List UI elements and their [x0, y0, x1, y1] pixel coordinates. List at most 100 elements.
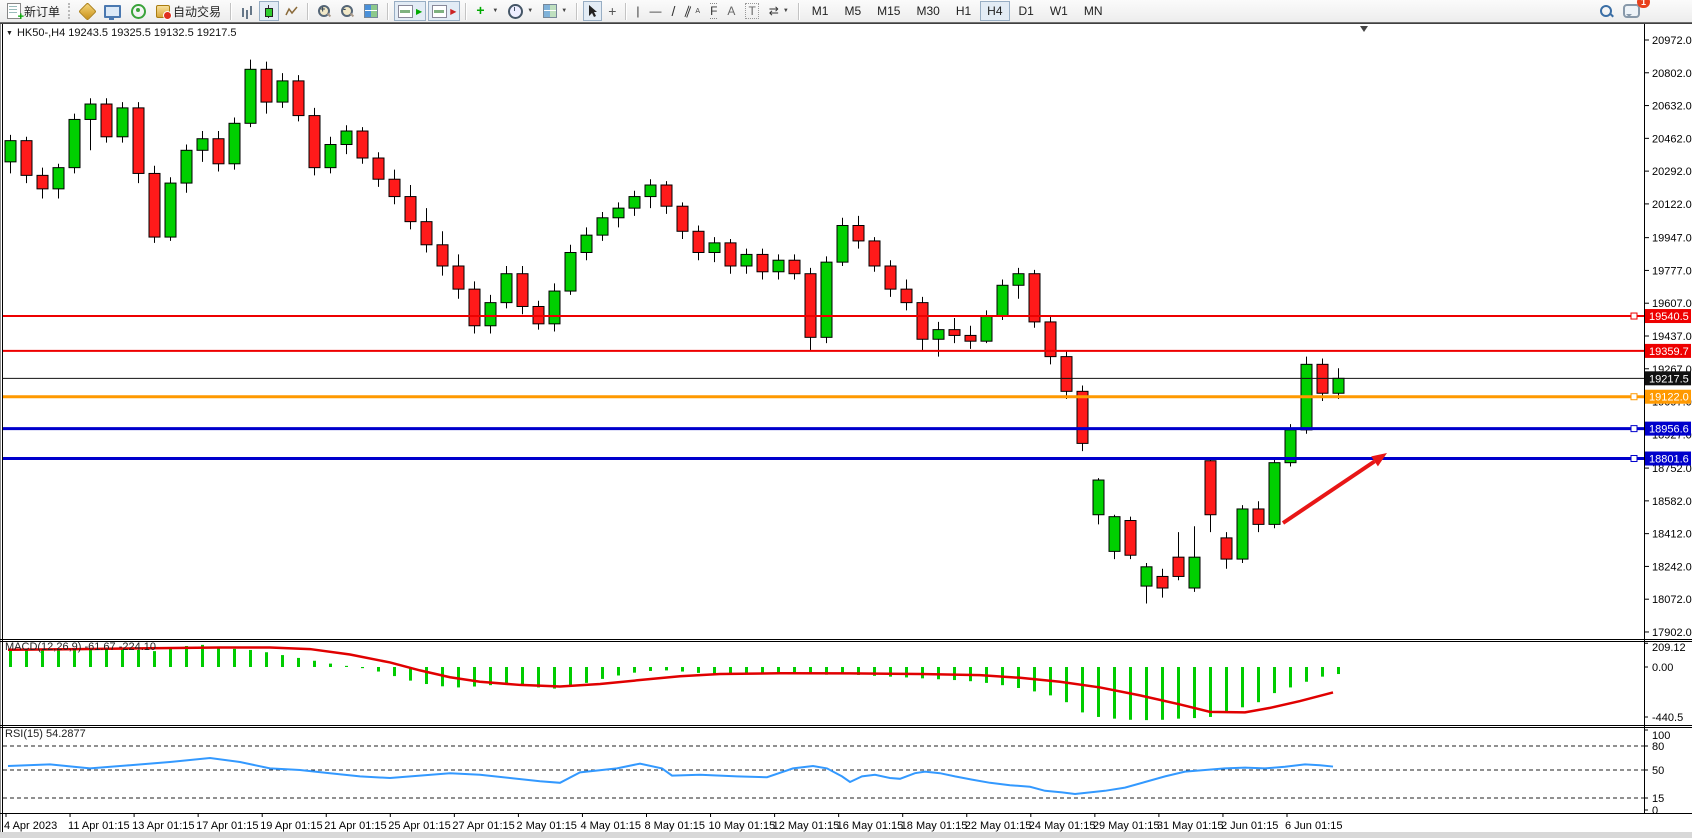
new-order-button[interactable]: 新订单 [3, 1, 64, 23]
date-label: 24 May 01:15 [1029, 820, 1096, 832]
algo-trading-icon [156, 4, 173, 20]
timeframe-button-H1[interactable]: H1 [949, 1, 978, 21]
price-badge [1645, 309, 1691, 324]
candle-bullish [628, 196, 641, 209]
scroll-arrow-glyph: ▶ [416, 6, 423, 16]
candle-bullish [932, 329, 945, 340]
algo-trading-label: 自动交易 [173, 4, 222, 19]
trend-arrow-head[interactable] [1371, 453, 1387, 467]
template-button[interactable]: ▼ [539, 1, 571, 21]
channel-e-glyph: A [695, 7, 701, 15]
timeframe-button-M5[interactable]: M5 [837, 1, 868, 21]
date-label: 19 Apr 01:15 [260, 820, 322, 832]
auto-scroll-button[interactable]: ▶ [394, 1, 427, 21]
candle-bearish [356, 130, 369, 159]
chart-shift-marker [1360, 26, 1368, 32]
chart-background [0, 24, 1692, 838]
candle-bearish [212, 138, 225, 165]
candle-bullish [52, 167, 65, 190]
algo-trading-button[interactable]: 自动交易 [152, 1, 225, 21]
toolbar-separator [625, 2, 628, 20]
cursor-icon [589, 5, 598, 17]
vertical-line-tool-button[interactable]: | [632, 1, 643, 21]
notifications-button[interactable]: 1 [1619, 0, 1650, 21]
zoom-in-button[interactable]: + [314, 1, 335, 21]
rsi-line [7, 756, 1334, 796]
candle-bullish [996, 284, 1009, 317]
price-badge [1645, 343, 1691, 358]
tile-windows-button[interactable] [360, 1, 382, 21]
line-handle[interactable] [1630, 393, 1638, 401]
toolbar-separator [307, 2, 310, 20]
zoom-out-button[interactable]: - [337, 1, 358, 21]
candle-bearish [1252, 508, 1265, 525]
timeframe-button-MN[interactable]: MN [1077, 1, 1110, 21]
rsi-scale-label: 15 [1652, 793, 1664, 805]
candle-bearish [692, 230, 705, 253]
price-tick-label: 19607.0 [1652, 298, 1692, 310]
channel-tool-button[interactable]: ∥ A [681, 1, 704, 21]
trendline-tool-button[interactable]: / [668, 1, 680, 21]
timeframe-button-M1[interactable]: M1 [805, 1, 836, 21]
candle-bearish [660, 184, 673, 207]
trend-arrow[interactable] [1281, 459, 1376, 525]
candle-bullish [644, 184, 657, 198]
timeframe-button-M30[interactable]: M30 [909, 1, 946, 21]
horizontal-line-tool-button[interactable]: — [646, 1, 666, 21]
timeframe-button-H4[interactable]: H4 [980, 1, 1010, 21]
notification-badge: 1 [1637, 0, 1650, 8]
search-button[interactable] [1596, 1, 1617, 21]
candle-bearish [516, 273, 529, 307]
price-badge-label: 19122.0 [1649, 392, 1689, 404]
price-badge [1645, 371, 1691, 386]
candle-bearish [260, 68, 273, 103]
candle-bullish [740, 253, 753, 267]
terminal-button[interactable] [100, 1, 125, 21]
period-button[interactable]: ▼ [504, 1, 537, 21]
metaeditor-button[interactable] [77, 1, 98, 21]
timeframe-button-M15[interactable]: M15 [870, 1, 907, 21]
text-label-tool-button[interactable]: T [741, 1, 762, 21]
chart-title-bar[interactable]: ▼ HK50-,H4 19243.5 19325.5 19132.5 19217… [6, 27, 237, 39]
toolbar-separator [230, 2, 233, 20]
rsi-scale-label: 80 [1652, 741, 1664, 753]
fibonacci-tool-button[interactable]: F [706, 1, 721, 21]
line-chart-mode-button[interactable] [281, 1, 302, 21]
macd-pane [7, 644, 1340, 721]
macd-signal-line [7, 646, 1334, 714]
price-tick-label: 18752.0 [1652, 463, 1692, 475]
signals-button[interactable] [127, 1, 150, 21]
line-handle[interactable] [1630, 425, 1638, 433]
arrows-tool-button[interactable]: ⇄ ▼ [765, 1, 793, 21]
timeframe-button-W1[interactable]: W1 [1043, 1, 1075, 21]
candle-bearish [1156, 575, 1169, 589]
cursor-button[interactable] [583, 1, 603, 21]
date-label: 22 May 01:15 [965, 820, 1032, 832]
hlines-layer [3, 312, 1644, 463]
date-axis[interactable]: 4 Apr 2023 11 Apr 01:15 13 Apr 01:15 17 Apr… [4, 813, 1343, 832]
date-label: 4 Apr 2023 [4, 820, 57, 832]
price-tick-label: 19777.0 [1652, 265, 1692, 277]
candle-chart-mode-button[interactable] [259, 1, 280, 21]
chart-dropdown-icon[interactable]: ▼ [6, 29, 13, 37]
bar-chart-mode-button[interactable] [237, 1, 257, 21]
candle-bearish [868, 240, 881, 267]
date-label: 2 May 01:15 [516, 820, 577, 832]
candle-bearish [852, 224, 865, 242]
candle-bearish [292, 80, 305, 117]
line-handle[interactable] [1630, 455, 1638, 463]
toolbar-separator [576, 2, 579, 20]
candle-bearish [916, 302, 929, 340]
crosshair-button[interactable]: + [604, 1, 620, 21]
price-badges: 19540.5 19359.7 19217.5 19122.0 18956.6 18801… [1645, 309, 1691, 466]
chart-shift-button[interactable]: ▶ [428, 1, 461, 21]
date-label: 31 May 01:15 [1157, 820, 1224, 832]
indicators-button[interactable]: ▼ [472, 1, 502, 21]
candle-bullish [180, 149, 193, 184]
line-handle[interactable] [1630, 312, 1638, 320]
candle-bearish [900, 288, 913, 304]
candle-bullish [228, 122, 241, 165]
timeframe-button-D1[interactable]: D1 [1012, 1, 1041, 21]
text-tool-button[interactable]: A [723, 1, 739, 21]
candle-bearish [404, 196, 417, 223]
